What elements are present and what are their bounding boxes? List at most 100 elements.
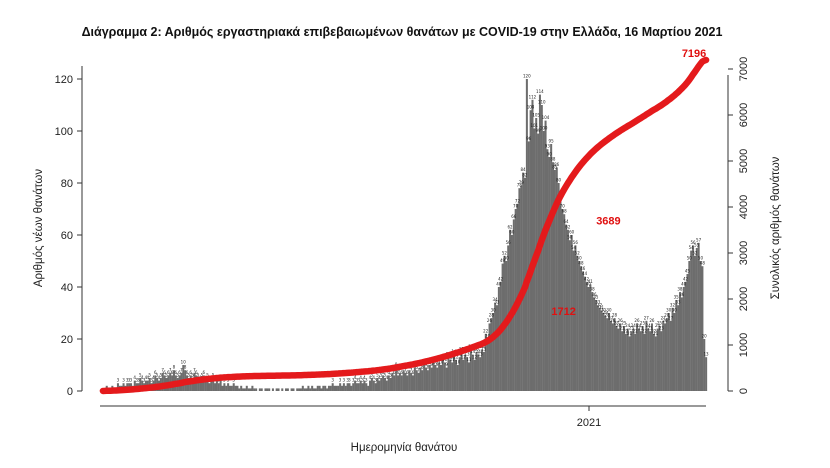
bar <box>154 375 157 391</box>
bar-value-label: 4 <box>145 375 148 380</box>
bar-value-label: 32 <box>597 302 603 307</box>
bar <box>318 385 321 391</box>
bar <box>705 357 708 391</box>
bar <box>337 385 340 391</box>
bar-value-label: 28 <box>664 313 670 318</box>
bar-value-label: 25 <box>640 321 646 326</box>
bar <box>585 281 588 391</box>
bar <box>531 99 534 392</box>
bar-value-label: 33 <box>494 300 500 305</box>
bar <box>313 388 316 391</box>
bar <box>580 266 583 391</box>
bar <box>572 250 575 391</box>
chart-title: Διάγραμμα 2: Αριθμός εργαστηριακά επιβεβ… <box>82 25 723 39</box>
bar-value-label: 6 <box>163 370 166 375</box>
bar <box>361 383 364 391</box>
bar <box>453 354 456 391</box>
bar <box>693 255 696 391</box>
bar <box>518 188 521 391</box>
bar-value-label: 6 <box>154 370 157 375</box>
bar-value-label: 120 <box>523 74 531 79</box>
bar-value-label: 57 <box>696 237 702 242</box>
bar <box>367 385 370 391</box>
bar <box>348 383 351 391</box>
bars-group <box>102 79 708 392</box>
bar-value-label: 26 <box>610 318 616 323</box>
bar-value-label: 3 <box>232 378 235 383</box>
bar <box>664 323 667 391</box>
bar-value-label: 31 <box>599 305 605 310</box>
bar <box>228 385 231 391</box>
bar <box>643 333 646 391</box>
bar <box>557 183 560 391</box>
bar-value-label: 3 <box>117 378 120 383</box>
bar <box>652 333 655 391</box>
bar-value-label: 4 <box>359 375 362 380</box>
bar <box>255 388 258 391</box>
bar <box>639 331 642 391</box>
bar-value-label: 6 <box>202 370 205 375</box>
bar-value-label: 60 <box>569 230 575 235</box>
bar-value-label: 45 <box>685 269 691 274</box>
bar <box>357 383 360 391</box>
bar <box>402 370 405 391</box>
bar-value-label: 7 <box>417 367 420 372</box>
bar <box>460 352 463 391</box>
bar <box>606 318 609 391</box>
bar <box>309 388 312 391</box>
bar <box>456 365 459 391</box>
cumulative-label-3689: 3689 <box>596 215 620 227</box>
bar <box>236 385 239 391</box>
bar <box>303 388 306 391</box>
bar <box>439 365 442 391</box>
bar <box>471 354 474 391</box>
bar <box>382 375 385 391</box>
bar <box>576 255 579 391</box>
y-tick-label-20: 20 <box>61 334 73 346</box>
bar-value-label: 25 <box>657 321 663 326</box>
bar-value-label: 24 <box>636 323 642 328</box>
bar-value-label: 4 <box>141 375 144 380</box>
bar <box>438 362 441 391</box>
bar-value-label: 14 <box>476 349 482 354</box>
bar <box>299 388 302 391</box>
bar <box>410 372 413 391</box>
bar-value-label: 5 <box>165 373 168 378</box>
bar <box>290 388 293 391</box>
bar <box>660 331 663 391</box>
bar <box>341 385 344 391</box>
bar <box>490 318 493 391</box>
bar <box>415 370 418 391</box>
bar <box>634 333 637 391</box>
bar <box>647 328 650 391</box>
bar-value-label: 6 <box>406 370 409 375</box>
bar-value-label: 3 <box>150 378 153 383</box>
bar-value-label: 40 <box>496 282 502 287</box>
bar-value-label: 54 <box>571 245 577 250</box>
bar <box>393 375 396 391</box>
bar <box>426 370 429 391</box>
bar <box>529 110 532 391</box>
bar <box>546 149 549 391</box>
bar-value-label: 24 <box>631 323 637 328</box>
bar-value-label: 30 <box>672 308 678 313</box>
bar <box>202 375 205 391</box>
bar <box>479 357 482 391</box>
bar-value-label: 79 <box>519 180 525 185</box>
bar <box>604 315 607 391</box>
y-tick-label-40: 40 <box>61 282 73 294</box>
bar <box>369 380 372 391</box>
bar <box>527 141 530 391</box>
bar <box>699 261 702 391</box>
y-tick-label-120: 120 <box>55 74 73 86</box>
bar <box>677 305 680 391</box>
bar-value-label: 30 <box>666 308 672 313</box>
bar <box>447 357 450 391</box>
bar <box>695 248 698 391</box>
bar-value-label: 26 <box>649 318 655 323</box>
bar-value-label: 48 <box>578 261 584 266</box>
bar <box>404 372 407 391</box>
bar-value-label: 3 <box>348 378 351 383</box>
bar <box>139 378 142 391</box>
bar-value-label: 25 <box>621 321 627 326</box>
